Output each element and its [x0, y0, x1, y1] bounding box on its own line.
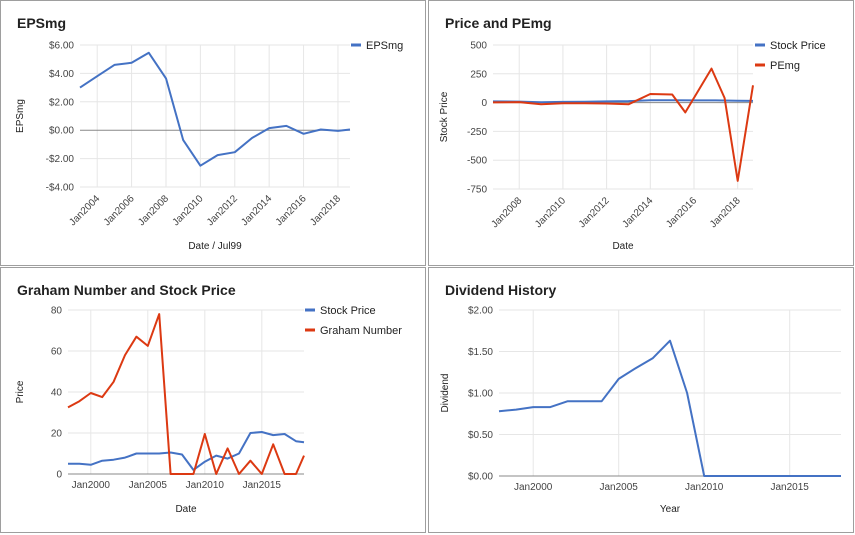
y-tick-label: -750 [467, 185, 487, 196]
dividend-history-chart: Dividend History $0.00 $0.50 $1.00 $1.50 $2.0… [440, 282, 841, 515]
legend-swatch [305, 308, 315, 312]
chart-title: Dividend History [445, 282, 556, 298]
y-axis-label: EPSmg [15, 99, 26, 133]
series-line-dividend [498, 339, 841, 477]
x-axis-label: Year [660, 504, 681, 515]
x-tick-label: Jan2018 [708, 195, 743, 230]
legend-label: Graham Number [320, 325, 402, 337]
x-tick-label: Jan2016 [274, 193, 309, 228]
legend-label: PEmg [770, 60, 800, 72]
y-tick-label: $0.00 [468, 472, 493, 483]
series-line-epsmg [79, 51, 351, 167]
x-tick-label: Jan2010 [186, 480, 225, 491]
x-tick-label: Jan2010 [533, 195, 568, 230]
x-tick-label: Jan2005 [129, 480, 168, 491]
y-tick-label: -$4.00 [46, 183, 75, 194]
y-axis-label: Stock Price [439, 91, 450, 142]
y-tick-label: $4.00 [49, 69, 74, 80]
x-tick-label: Jan2010 [685, 482, 724, 493]
x-tick-label: Jan2008 [489, 195, 524, 230]
legend-swatch [755, 63, 765, 67]
y-tick-label: $6.00 [49, 41, 74, 52]
legend-label: Stock Price [320, 305, 376, 317]
x-tick-label: Jan2005 [600, 482, 639, 493]
y-tick-label: $0.50 [468, 430, 493, 441]
x-tick-label: Jan2014 [621, 195, 656, 230]
y-tick-label: $0.00 [49, 126, 74, 137]
chart-panel-price-pemg: Price and PEmg -750 -500 -250 0 250 500 Jan2008… [428, 0, 854, 266]
x-tick-label: Jan2012 [205, 193, 240, 228]
legend-swatch [755, 43, 765, 47]
series-line-graham-number [67, 313, 305, 475]
legend-swatch [305, 328, 315, 332]
x-tick-label: Jan2015 [771, 482, 810, 493]
y-tick-label: 60 [51, 347, 63, 358]
legend-label: Stock Price [770, 40, 826, 52]
x-tick-label: Jan2000 [72, 480, 111, 491]
y-tick-label: $2.00 [468, 306, 493, 317]
legend-label: EPSmg [366, 40, 403, 52]
chart-panel-dividend-history: Dividend History $0.00 $0.50 $1.00 $1.50 $2.0… [428, 267, 854, 533]
chart-panel-graham-number: Graham Number and Stock Price 0 20 40 60 80 Ja… [0, 267, 426, 533]
graham-number-chart: Graham Number and Stock Price 0 20 40 60 80 Ja… [15, 282, 402, 515]
chart-panel-epsmg: EPSmg -$4.00 -$2.00 $0.00 $2.00 $4.00 $6.00 Jan… [0, 0, 426, 266]
y-tick-label: $1.50 [468, 347, 493, 358]
legend-swatch [351, 43, 361, 47]
y-tick-label: 40 [51, 388, 63, 399]
y-tick-label: 0 [56, 470, 62, 481]
chart-title: Graham Number and Stock Price [17, 282, 236, 298]
x-tick-label: Jan2010 [171, 193, 206, 228]
x-tick-label: Jan2015 [243, 480, 282, 491]
x-tick-label: Jan2016 [664, 195, 699, 230]
chart-title: Price and PEmg [445, 15, 552, 31]
x-tick-label: Jan2000 [514, 482, 553, 493]
y-tick-label: -500 [467, 156, 487, 167]
series-line-stock-price [68, 431, 305, 471]
y-axis-label: Price [15, 380, 26, 403]
epsmg-chart: EPSmg -$4.00 -$2.00 $0.00 $2.00 $4.00 $6.00 Jan… [15, 15, 403, 252]
y-tick-label: 80 [51, 306, 63, 317]
y-tick-label: -250 [467, 127, 487, 138]
y-tick-label: 250 [470, 69, 487, 80]
x-tick-label: Jan2012 [577, 195, 612, 230]
y-axis-label: Dividend [440, 374, 451, 413]
y-tick-label: -$2.00 [46, 154, 75, 165]
chart-title: EPSmg [17, 15, 66, 31]
series-line-pemg [492, 67, 754, 182]
x-axis-label: Date [175, 504, 197, 515]
y-tick-label: 0 [481, 98, 487, 109]
y-tick-label: $2.00 [49, 97, 74, 108]
y-tick-label: 20 [51, 429, 63, 440]
x-axis-label: Date [612, 241, 634, 252]
x-tick-label: Jan2014 [239, 193, 274, 228]
x-tick-label: Jan2018 [308, 193, 343, 228]
x-tick-label: Jan2008 [136, 193, 171, 228]
x-tick-label: Jan2006 [102, 193, 137, 228]
x-tick-label: Jan2004 [67, 193, 102, 228]
x-axis-label: Date / Jul99 [188, 241, 242, 252]
y-tick-label: 500 [470, 41, 487, 52]
price-pemg-chart: Price and PEmg -750 -500 -250 0 250 500 Jan2008… [439, 15, 826, 252]
series-line-stock-price [492, 99, 754, 104]
y-tick-label: $1.00 [468, 389, 493, 400]
